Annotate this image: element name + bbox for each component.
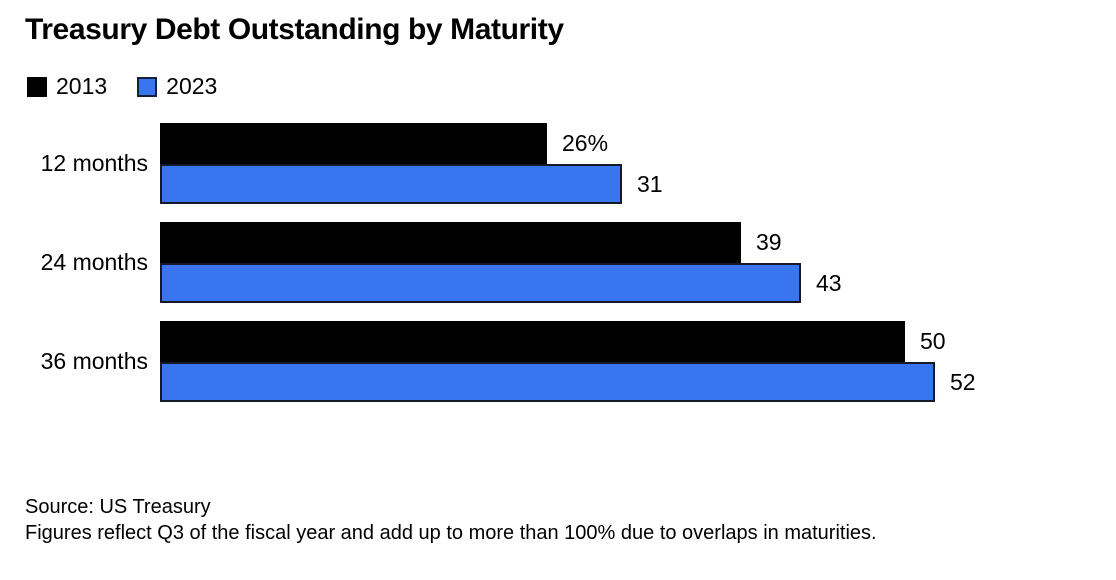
- value-label: 39: [756, 229, 782, 255]
- legend-swatch-2013: [27, 76, 47, 97]
- bar-group-24-months: 24 months 39 43: [0, 222, 976, 303]
- value-label: 43: [816, 269, 842, 296]
- footnote-line: Figures reflect Q3 of the fiscal year an…: [25, 522, 877, 544]
- bar-group-36-months: 36 months 50 52: [0, 321, 976, 402]
- chart-title: Treasury Debt Outstanding by Maturity: [25, 13, 564, 46]
- bar-row: 50: [160, 321, 976, 362]
- legend-item-2013: 2013: [27, 73, 107, 100]
- bar-group-12-months: 12 months 26% 31: [0, 123, 976, 204]
- bar-row: 26%: [160, 123, 663, 164]
- value-label: 26%: [562, 130, 609, 156]
- bar-pair: 50 52: [160, 321, 976, 402]
- bar-row: 43: [160, 263, 842, 303]
- bar-pair: 39 43: [160, 222, 842, 303]
- bar-2023: [160, 164, 622, 204]
- legend: 2013 2023: [27, 73, 217, 100]
- bar-2013: [160, 123, 547, 164]
- legend-swatch-2023: [137, 76, 158, 97]
- value-label: 31: [637, 170, 663, 197]
- source-line: Source: US Treasury: [25, 496, 211, 518]
- bar-2013: [160, 321, 905, 362]
- value-label: 50: [920, 328, 946, 354]
- bar-2023: [160, 362, 935, 402]
- bar-2023: [160, 263, 801, 303]
- bar-row: 52: [160, 362, 976, 402]
- legend-label-2023: 2023: [166, 73, 218, 99]
- bar-row: 31: [160, 164, 663, 204]
- legend-label-2013: 2013: [56, 73, 108, 99]
- category-label: 12 months: [40, 150, 148, 176]
- category-label: 36 months: [40, 348, 148, 374]
- value-label: 52: [950, 368, 976, 395]
- bar-2013: [160, 222, 741, 263]
- category-label: 24 months: [40, 249, 148, 275]
- chart-footer: Source: US Treasury Figures reflect Q3 o…: [25, 494, 877, 546]
- bar-row: 39: [160, 222, 842, 263]
- legend-item-2023: 2023: [137, 73, 217, 100]
- bar-chart: 12 months 26% 31 24 months 39: [0, 123, 976, 402]
- bar-pair: 26% 31: [160, 123, 663, 204]
